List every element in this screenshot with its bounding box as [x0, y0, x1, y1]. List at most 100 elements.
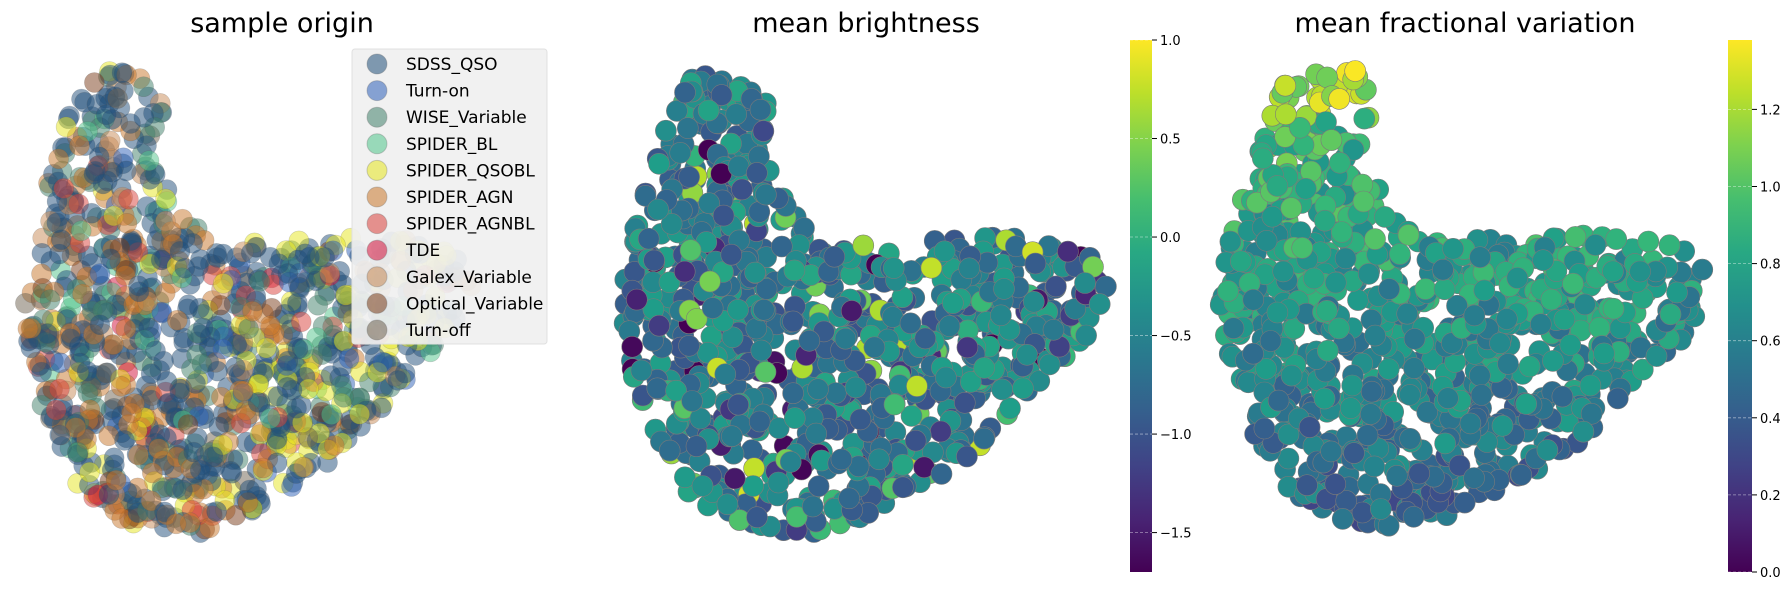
point-mean-fractional-variation	[1364, 324, 1386, 347]
point-spider-qsobl	[212, 273, 234, 294]
point-mean-fractional-variation	[1360, 380, 1383, 403]
point-mean-fractional-variation	[1629, 260, 1651, 283]
point-galex-variable	[155, 210, 176, 232]
point-mean-fractional-variation	[1277, 447, 1300, 470]
point-mean-brightness	[646, 377, 669, 400]
point-sdss-qso	[111, 62, 133, 83]
point-mean-fractional-variation	[1266, 175, 1289, 197]
point-mean-fractional-variation	[1403, 357, 1425, 379]
point-mean-fractional-variation	[1330, 221, 1353, 243]
legend-label-galex-variable: Galex_Variable	[406, 268, 532, 288]
point-sdss-qso	[136, 196, 158, 217]
point-sdss-qso	[387, 370, 409, 391]
point-mean-fractional-variation	[1259, 330, 1282, 352]
point-mean-fractional-variation	[1313, 387, 1336, 410]
point-mean-brightness	[685, 308, 708, 330]
point-mean-brightness	[1023, 290, 1045, 313]
point-mean-fractional-variation	[1637, 230, 1660, 253]
legend-label-sdss-qso: SDSS_QSO	[406, 55, 498, 75]
point-mean-brightness	[621, 335, 644, 358]
point-spider-agn	[167, 309, 188, 331]
point-spider-agn	[232, 380, 254, 402]
point-mean-brightness	[933, 240, 956, 263]
point-mean-fractional-variation	[1377, 358, 1400, 380]
point-mean-brightness	[840, 300, 863, 322]
point-mean-fractional-variation	[1352, 190, 1375, 213]
colorbar-tick-label-mean-fractional-variation: 0.6	[1760, 335, 1781, 350]
point-sdss-qso	[189, 459, 211, 481]
point-mean-fractional-variation	[1347, 289, 1369, 311]
legend-marker-turn-off	[366, 319, 388, 341]
point-mean-fractional-variation	[1562, 272, 1584, 295]
point-mean-fractional-variation	[1389, 243, 1411, 265]
point-mean-brightness	[1074, 272, 1096, 294]
point-mean-brightness	[727, 298, 749, 321]
legend-marker-spider-agn	[366, 186, 388, 208]
point-mean-brightness	[801, 495, 824, 518]
point-mean-brightness	[798, 329, 821, 352]
point-sdss-qso	[31, 361, 52, 383]
point-mean-brightness	[993, 278, 1015, 300]
colorbar-tick-label-mean-brightness: 1.0	[1160, 34, 1181, 49]
point-mean-brightness	[673, 260, 696, 283]
point-mean-fractional-variation	[1602, 260, 1624, 283]
point-mean-fractional-variation	[1470, 384, 1493, 406]
point-spider-bl	[70, 220, 92, 242]
legend-marker-tde	[366, 239, 388, 261]
point-spider-agn	[121, 402, 142, 424]
point-mean-fractional-variation	[1540, 288, 1563, 311]
point-mean-fractional-variation	[1515, 393, 1537, 415]
point-mean-fractional-variation	[1328, 317, 1350, 340]
point-mean-fractional-variation	[1434, 432, 1456, 455]
point-mean-fractional-variation	[1602, 297, 1625, 320]
point-mean-brightness	[899, 312, 922, 335]
point-mean-fractional-variation	[1363, 455, 1386, 478]
point-mean-fractional-variation	[1242, 342, 1264, 365]
point-mean-fractional-variation	[1314, 209, 1336, 232]
colorbar-tick-label-mean-fractional-variation: 0.8	[1760, 258, 1781, 273]
point-mean-fractional-variation	[1530, 313, 1552, 336]
point-sdss-qso	[89, 314, 111, 336]
legend-marker-optical-variable	[366, 292, 388, 314]
point-mean-brightness	[749, 98, 772, 121]
point-mean-brightness	[681, 390, 703, 412]
point-mean-fractional-variation	[1295, 178, 1317, 200]
point-spider-qsobl	[55, 116, 77, 138]
point-sdss-qso	[49, 424, 71, 446]
point-mean-fractional-variation	[1437, 387, 1459, 410]
point-mean-brightness	[904, 429, 927, 452]
point-spider-agnbl	[49, 378, 70, 400]
point-mean-brightness	[647, 198, 669, 221]
point-spider-agn	[242, 300, 263, 322]
point-mean-fractional-variation	[1399, 427, 1421, 450]
point-mean-fractional-variation	[1496, 308, 1518, 330]
colorbar-mean-fractional-variation: 1.2 1.0 0.8 0.6 0.4 0.2 0.0	[1728, 40, 1781, 581]
point-optical-variable	[84, 72, 105, 93]
point-mean-fractional-variation	[1416, 401, 1438, 423]
point-mean-brightness	[953, 391, 976, 414]
point-mean-brightness	[643, 249, 665, 272]
point-mean-fractional-variation	[1217, 280, 1239, 302]
point-spider-agn	[72, 283, 93, 305]
point-mean-fractional-variation	[1584, 234, 1607, 256]
point-mean-brightness	[958, 257, 981, 280]
legend-marker-turn-on	[366, 80, 388, 102]
point-mean-fractional-variation	[1658, 234, 1681, 256]
point-mean-fractional-variation	[1255, 230, 1278, 252]
point-mean-brightness	[752, 120, 775, 142]
point-mean-brightness	[805, 422, 828, 445]
legend-label-tde: TDE	[405, 241, 440, 261]
point-spider-agnbl	[45, 399, 67, 421]
point-turn-off	[107, 88, 128, 109]
point-mean-fractional-variation	[1364, 228, 1386, 250]
point-mean-brightness	[746, 506, 768, 529]
point-mean-brightness	[999, 397, 1021, 420]
point-mean-fractional-variation	[1397, 224, 1420, 246]
point-mean-fractional-variation	[1230, 250, 1252, 273]
point-mean-brightness	[637, 227, 660, 250]
point-mean-brightness	[658, 439, 681, 462]
point-spider-agn	[79, 399, 101, 421]
colorbar-gradient-mean-fractional-variation	[1728, 40, 1752, 572]
point-wise-variable	[133, 76, 154, 97]
panel-mean-fractional-variation: mean fractional variation 1.2 1.0 0.8 0.6 0.…	[1209, 8, 1781, 581]
